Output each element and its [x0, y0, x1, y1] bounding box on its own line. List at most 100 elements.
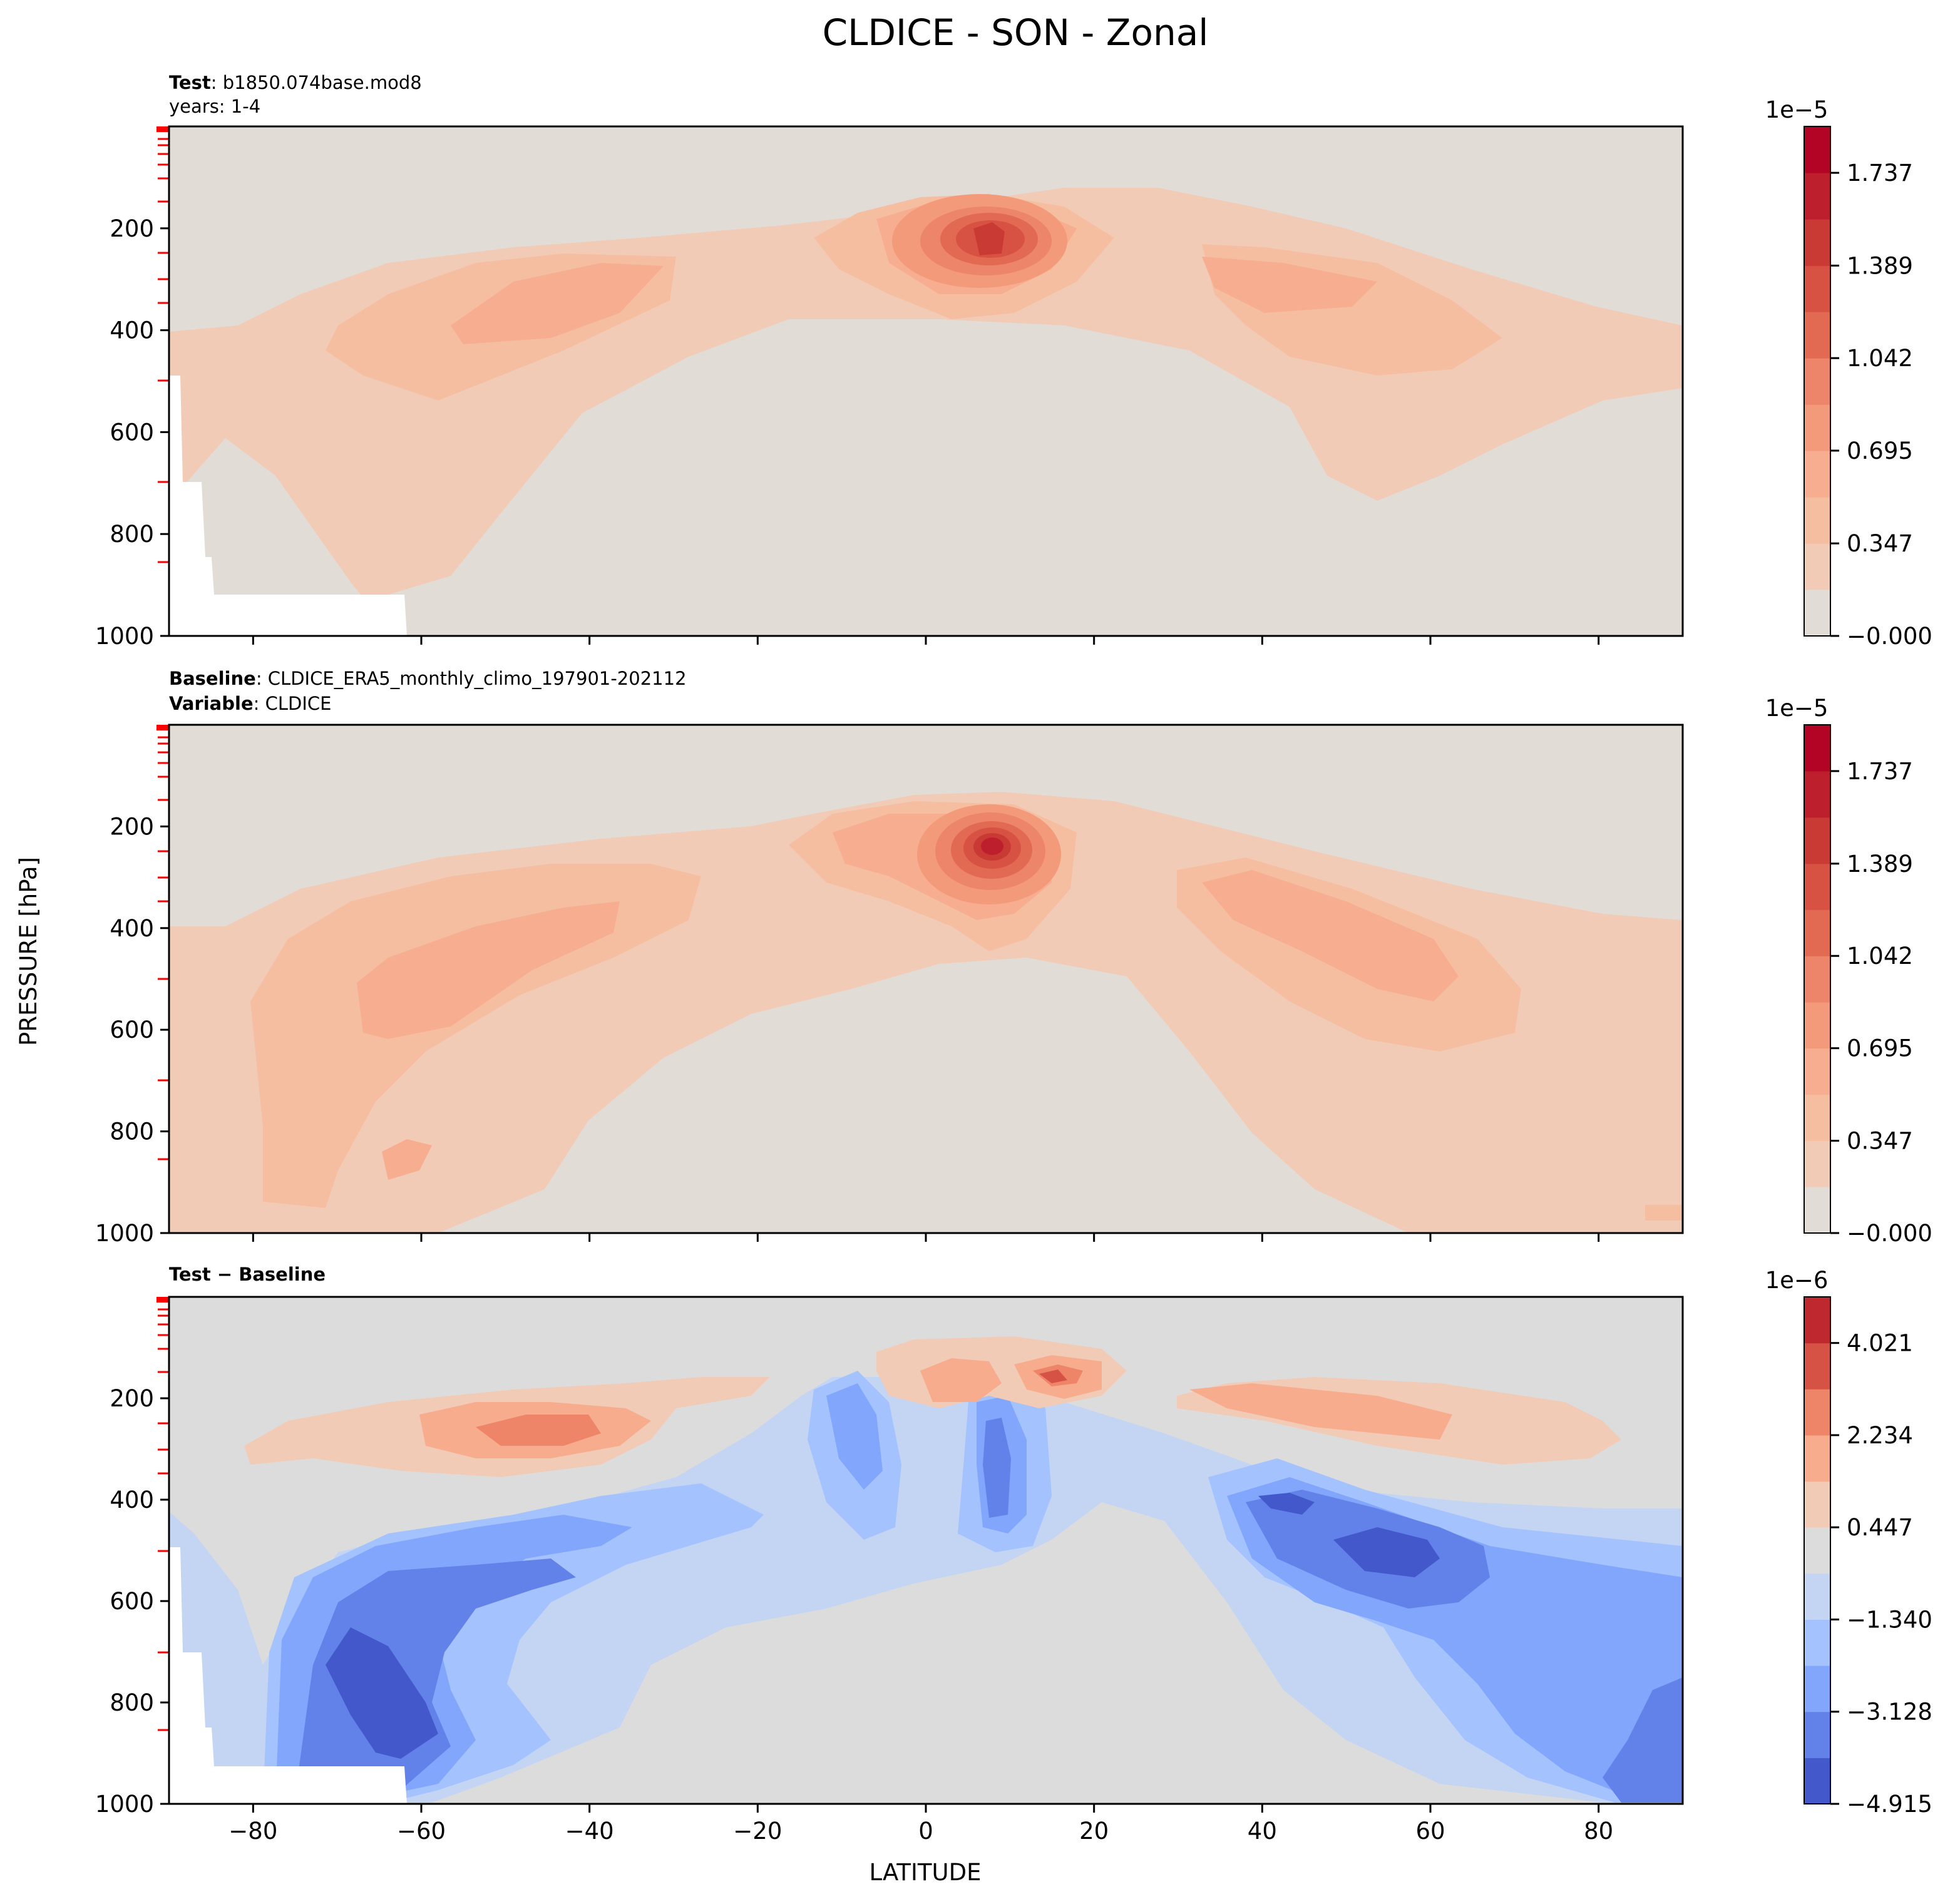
panel-baseline-header-bold-1: Baseline — [169, 668, 256, 689]
baseline-y-tick-label: 800 — [110, 1118, 154, 1145]
test-colorbar-tick-label: 1.042 — [1847, 345, 1913, 372]
difference-colorbar-segment — [1804, 1573, 1830, 1620]
difference-colorbar-tick-label: 4.021 — [1847, 1330, 1913, 1357]
baseline-colorbar-segment — [1804, 1002, 1830, 1049]
test-colorbar-segment — [1804, 265, 1830, 312]
difference-colorbar-segment — [1804, 1435, 1830, 1482]
panel-baseline-header-text-2: : CLDICE — [254, 693, 332, 714]
test-y-tick-label: 400 — [110, 317, 154, 344]
baseline-colorbar-segment — [1804, 725, 1830, 772]
difference-x-tick-label: −80 — [228, 1818, 277, 1845]
baseline-contour-level-2-pole — [1645, 1205, 1683, 1221]
test-y-tick-label: 800 — [110, 521, 154, 548]
panel-test-header-bold: Test — [169, 72, 211, 93]
test-y-tick-label: 600 — [110, 419, 154, 446]
baseline-contour-level-3 — [357, 901, 620, 1039]
diff-contour-neg-5-north — [1333, 1527, 1440, 1577]
diff-contour-neg-5-north-2 — [1258, 1493, 1315, 1515]
panel-test-contours — [169, 188, 1683, 636]
test-contour-level-8 — [973, 222, 1005, 255]
panel-difference-y-ticks: 200 400 600 800 1000 — [95, 1385, 169, 1818]
difference-colorbar-segment — [1804, 1619, 1830, 1666]
panel-baseline-y-ticks: 200 400 600 800 1000 — [95, 813, 169, 1247]
baseline-colorbar-segment — [1804, 1048, 1830, 1095]
test-colorbar-tick-label: 1.389 — [1847, 252, 1913, 279]
difference-y-tick-label: 600 — [110, 1588, 154, 1615]
difference-colorbar-tick-label: −3.128 — [1847, 1699, 1932, 1726]
panel-baseline-colorbar: −0.000 0.347 0.695 1.042 1.389 1.737 — [1804, 724, 1932, 1247]
panel-test-colorbar: −0.000 0.347 0.695 1.042 1.389 1.737 — [1804, 126, 1932, 650]
panel-difference-header: Test − Baseline — [169, 1264, 326, 1285]
baseline-contour-level-3-north — [1202, 870, 1459, 1001]
difference-x-tick-label: 60 — [1415, 1818, 1445, 1845]
panel-test-colorbar-exponent: 1e−5 — [1765, 96, 1829, 123]
difference-colorbar-frame — [1804, 1296, 1831, 1804]
panel-difference-colorbar: −4.915 −3.128 −1.340 0.447 2.234 4.021 — [1804, 1296, 1932, 1818]
difference-y-tick-label: 200 — [110, 1385, 154, 1412]
diff-contour-neg-4-eq — [983, 1418, 1011, 1518]
panel-test-y-ticks: 200 400 600 800 1000 — [95, 215, 169, 650]
difference-y-tick-label: 400 — [110, 1487, 154, 1513]
test-y-tick-label: 200 — [110, 215, 154, 242]
baseline-colorbar-frame — [1804, 724, 1831, 1234]
panel-difference-level-ticks — [156, 1297, 169, 1731]
y-axis-label: PRESSURE [hPa] — [15, 857, 42, 1046]
baseline-y-tick-label: 400 — [110, 915, 154, 942]
baseline-y-tick-label: 200 — [110, 813, 154, 840]
diff-missing-data — [169, 1547, 407, 1804]
difference-colorbar-tick-label: 0.447 — [1847, 1514, 1913, 1541]
x-axis-label: LATITUDE — [870, 1859, 982, 1886]
test-colorbar-tick-label: −0.000 — [1847, 623, 1932, 650]
test-missing-data — [169, 376, 407, 636]
difference-colorbar-tick-label: −1.340 — [1847, 1606, 1932, 1633]
baseline-contour-level-9 — [981, 837, 1003, 855]
test-colorbar-segment — [1804, 543, 1830, 590]
test-colorbar-segment — [1804, 219, 1830, 266]
panel-test-level-ticks — [156, 126, 169, 563]
test-colorbar-tick-label: 0.695 — [1847, 438, 1913, 464]
difference-x-tick-label: 0 — [918, 1818, 933, 1845]
panel-baseline-level-ticks — [156, 725, 169, 1160]
baseline-colorbar-segment — [1804, 1187, 1830, 1234]
test-contour-level-3-north — [1202, 257, 1377, 313]
baseline-colorbar-segment — [1804, 1094, 1830, 1142]
difference-colorbar-segment — [1804, 1527, 1830, 1574]
difference-colorbar-segment — [1804, 1481, 1830, 1528]
baseline-y-tick-label: 600 — [110, 1016, 154, 1043]
panel-baseline-header-line-1: Baseline: CLDICE_ERA5_monthly_climo_1979… — [169, 668, 687, 689]
baseline-y-tick-label: 1000 — [95, 1220, 154, 1247]
test-colorbar-segment — [1804, 589, 1830, 637]
baseline-colorbar-tick-label: 1.389 — [1847, 851, 1913, 878]
difference-x-tick-label: −40 — [565, 1818, 614, 1845]
difference-colorbar-segment — [1804, 1343, 1830, 1390]
baseline-colorbar-segment — [1804, 1140, 1830, 1187]
test-y-tick-label: 1000 — [95, 623, 154, 650]
difference-colorbar-segment — [1804, 1666, 1830, 1712]
baseline-colorbar-tick-label: 0.695 — [1847, 1035, 1913, 1062]
difference-colorbar-segment — [1804, 1711, 1830, 1758]
panel-baseline-colorbar-exponent: 1e−5 — [1765, 695, 1829, 722]
panel-baseline-header-bold-2: Variable — [169, 693, 254, 714]
diff-contour-neg-4 — [294, 1559, 576, 1803]
test-colorbar-segment — [1804, 358, 1830, 405]
difference-y-tick-label: 800 — [110, 1689, 154, 1716]
difference-x-tick-label: 80 — [1584, 1818, 1613, 1845]
panel-test-header-text: : b1850.074base.mod8 — [211, 72, 422, 93]
diff-contour-pos-3 — [476, 1415, 601, 1446]
panel-test: Test: b1850.074base.mod8 years: 1-4 — [95, 72, 1932, 650]
difference-x-tick-label: 20 — [1079, 1818, 1109, 1845]
panel-difference-contours — [169, 1336, 1683, 1804]
baseline-colorbar-segment — [1804, 956, 1830, 1003]
test-colorbar-segment — [1804, 126, 1830, 173]
difference-x-tick-label: 40 — [1248, 1818, 1277, 1845]
baseline-colorbar-tick-label: 0.347 — [1847, 1128, 1913, 1155]
diff-contour-pos-2-tropics — [920, 1358, 1002, 1402]
panel-test-header-line-1: Test: b1850.074base.mod8 — [169, 72, 422, 93]
panel-test-x-ticks — [252, 636, 1600, 645]
baseline-colorbar-segment — [1804, 817, 1830, 864]
panel-test-header-line-2: years: 1-4 — [169, 96, 260, 117]
baseline-colorbar-tick-label: −0.000 — [1847, 1220, 1932, 1247]
panel-baseline-header-line-2: Variable: CLDICE — [169, 693, 331, 714]
difference-colorbar-tick-label: 2.234 — [1847, 1422, 1913, 1449]
